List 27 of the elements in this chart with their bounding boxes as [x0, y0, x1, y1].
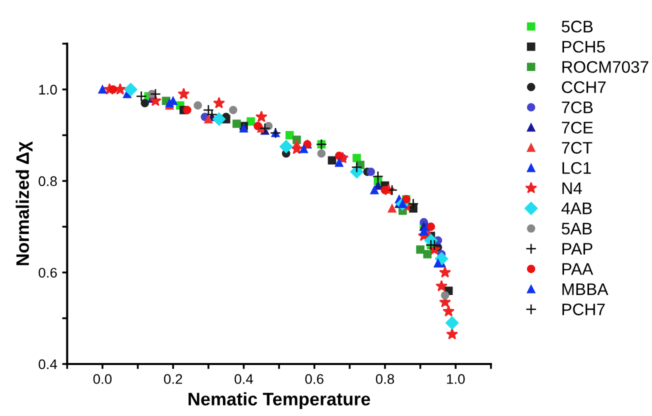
legend-label: 5AB [562, 222, 592, 235]
legend-label: 4AB [561, 202, 592, 214]
x-tick-label: 0.0 [93, 374, 112, 384]
legend-label: MBBA [562, 283, 608, 295]
legend-label: PAA [562, 263, 594, 275]
legend-label: 7CT [562, 142, 592, 154]
x-tick-label: 0.6 [305, 374, 324, 384]
x-tick-label: 0.8 [376, 374, 394, 384]
legend-label: 7CB [562, 101, 593, 114]
x-tick-label: 1.0 [447, 374, 465, 384]
legend-label: 5CB [562, 20, 593, 32]
y-tick-label: 0.8 [38, 176, 57, 186]
x-axis-title: Nematic Temperature [188, 392, 370, 410]
legend-label: ROCM7037 [562, 61, 648, 73]
x-tick-label: 0.2 [164, 374, 182, 384]
legend-label: PCH5 [562, 40, 605, 53]
y-tick-label: 0.6 [38, 268, 57, 278]
y-tick-label: 0.4 [38, 359, 58, 370]
legend-label: N4 [562, 182, 582, 194]
x-tick-label: 0.4 [234, 374, 253, 384]
y-axis-title: Normalized Δχ [16, 141, 33, 266]
legend-label: PCH7 [562, 304, 605, 316]
legend-label: LC1 [562, 162, 591, 174]
legend-label: 7CE [562, 122, 593, 134]
y-tick-label: 1.0 [39, 84, 57, 95]
legend-label: PAP [562, 243, 592, 255]
legend-label: CCH7 [562, 81, 606, 94]
